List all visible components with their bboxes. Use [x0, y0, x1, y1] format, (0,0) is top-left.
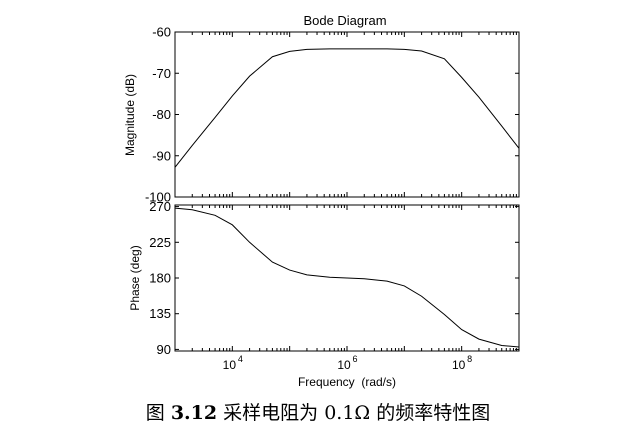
phase-series-line: [174, 207, 520, 348]
x-tick-label-exponent: 6: [352, 354, 357, 364]
phase-y-tick-label: 90: [157, 342, 171, 357]
magnitude-y-tick-label: -70: [152, 66, 171, 81]
magnitude-plot-frame: [174, 31, 520, 198]
magnitude-series-line: [174, 48, 520, 168]
magnitude-y-axis-label: Magnitude (dB): [123, 74, 137, 156]
x-tick-label: 10: [337, 358, 351, 372]
phase-y-tick-label: 180: [149, 271, 171, 286]
magnitude-y-tick-label: -80: [152, 107, 171, 122]
x-tick-label-exponent: 4: [238, 354, 243, 364]
figure-caption: 图 3.12 采样电阻为 0.1Ω 的频率特性图: [0, 398, 636, 425]
magnitude-y-tick-label: -100: [145, 190, 171, 205]
caption-text: 采样电阻为 0.1Ω 的频率特性图: [223, 402, 491, 424]
phase-y-tick-label: 270: [149, 199, 171, 214]
phase-y-axis-label: Phase (deg): [128, 245, 142, 310]
phase-x-ticks: 10 4 10 6 10 8: [191, 205, 517, 372]
magnitude-plot: -60 -70 -80 -90 -100 Magnitude (dB): [123, 25, 520, 205]
x-tick-label: 10: [452, 358, 466, 372]
phase-y-ticks: 270 225 180 135 90: [149, 199, 519, 357]
phase-y-tick-label: 225: [149, 235, 171, 250]
x-tick-label: 10: [223, 358, 237, 372]
caption-number: 3.12: [170, 402, 218, 424]
magnitude-y-tick-label: -60: [152, 25, 171, 40]
caption-prefix: 图: [145, 402, 171, 424]
x-axis-label: Frequency (rad/s): [298, 375, 396, 389]
phase-y-tick-label: 135: [149, 306, 171, 321]
magnitude-y-ticks: -60 -70 -80 -90 -100: [145, 25, 519, 205]
chart-title: Bode Diagram: [303, 13, 386, 28]
x-tick-label-exponent: 8: [467, 354, 472, 364]
bode-figure: Bode Diagram -60 -70 -80 -90 -100 Magnitude …: [123, 13, 520, 389]
magnitude-y-tick-label: -90: [152, 148, 171, 163]
magnitude-x-ticks: [191, 32, 517, 197]
